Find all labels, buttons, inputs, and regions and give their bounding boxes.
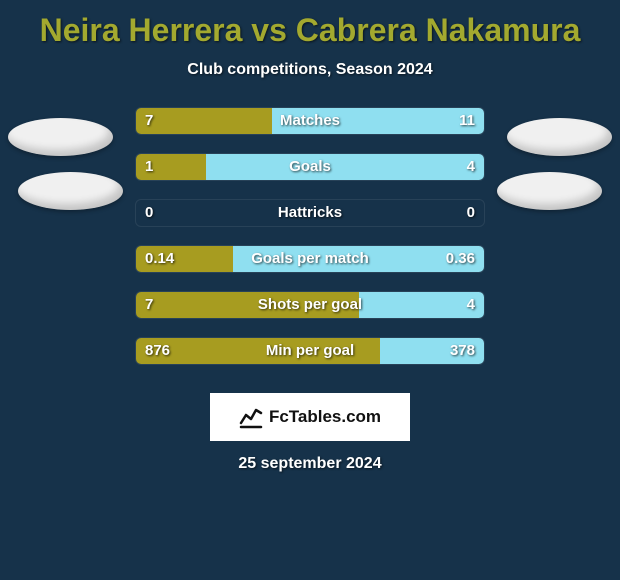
date-text: 25 september 2024: [0, 455, 620, 473]
bar-label: Matches: [135, 107, 485, 135]
player-left-name: Neira Herrera: [40, 12, 243, 48]
fctables-logo: FcTables.com: [210, 393, 410, 441]
subtitle: Club competitions, Season 2024: [0, 61, 620, 79]
logo-text: FcTables.com: [269, 407, 381, 427]
bar-label: Shots per goal: [135, 291, 485, 319]
bar-label: Goals per match: [135, 245, 485, 273]
page-title: Neira Herrera vs Cabrera Nakamura: [0, 0, 620, 49]
bar-label: Goals: [135, 153, 485, 181]
stat-row: 14Goals: [0, 153, 620, 199]
bar-label: Hattricks: [135, 199, 485, 227]
stat-row: 00Hattricks: [0, 199, 620, 245]
comparison-chart: 711Matches14Goals00Hattricks0.140.36Goal…: [0, 107, 620, 383]
vs-text: vs: [251, 12, 295, 48]
stat-row: 0.140.36Goals per match: [0, 245, 620, 291]
stat-row: 74Shots per goal: [0, 291, 620, 337]
bar-label: Min per goal: [135, 337, 485, 365]
stat-row: 876378Min per goal: [0, 337, 620, 383]
logo-icon: [239, 405, 263, 429]
stat-row: 711Matches: [0, 107, 620, 153]
player-right-name: Cabrera Nakamura: [296, 12, 581, 48]
